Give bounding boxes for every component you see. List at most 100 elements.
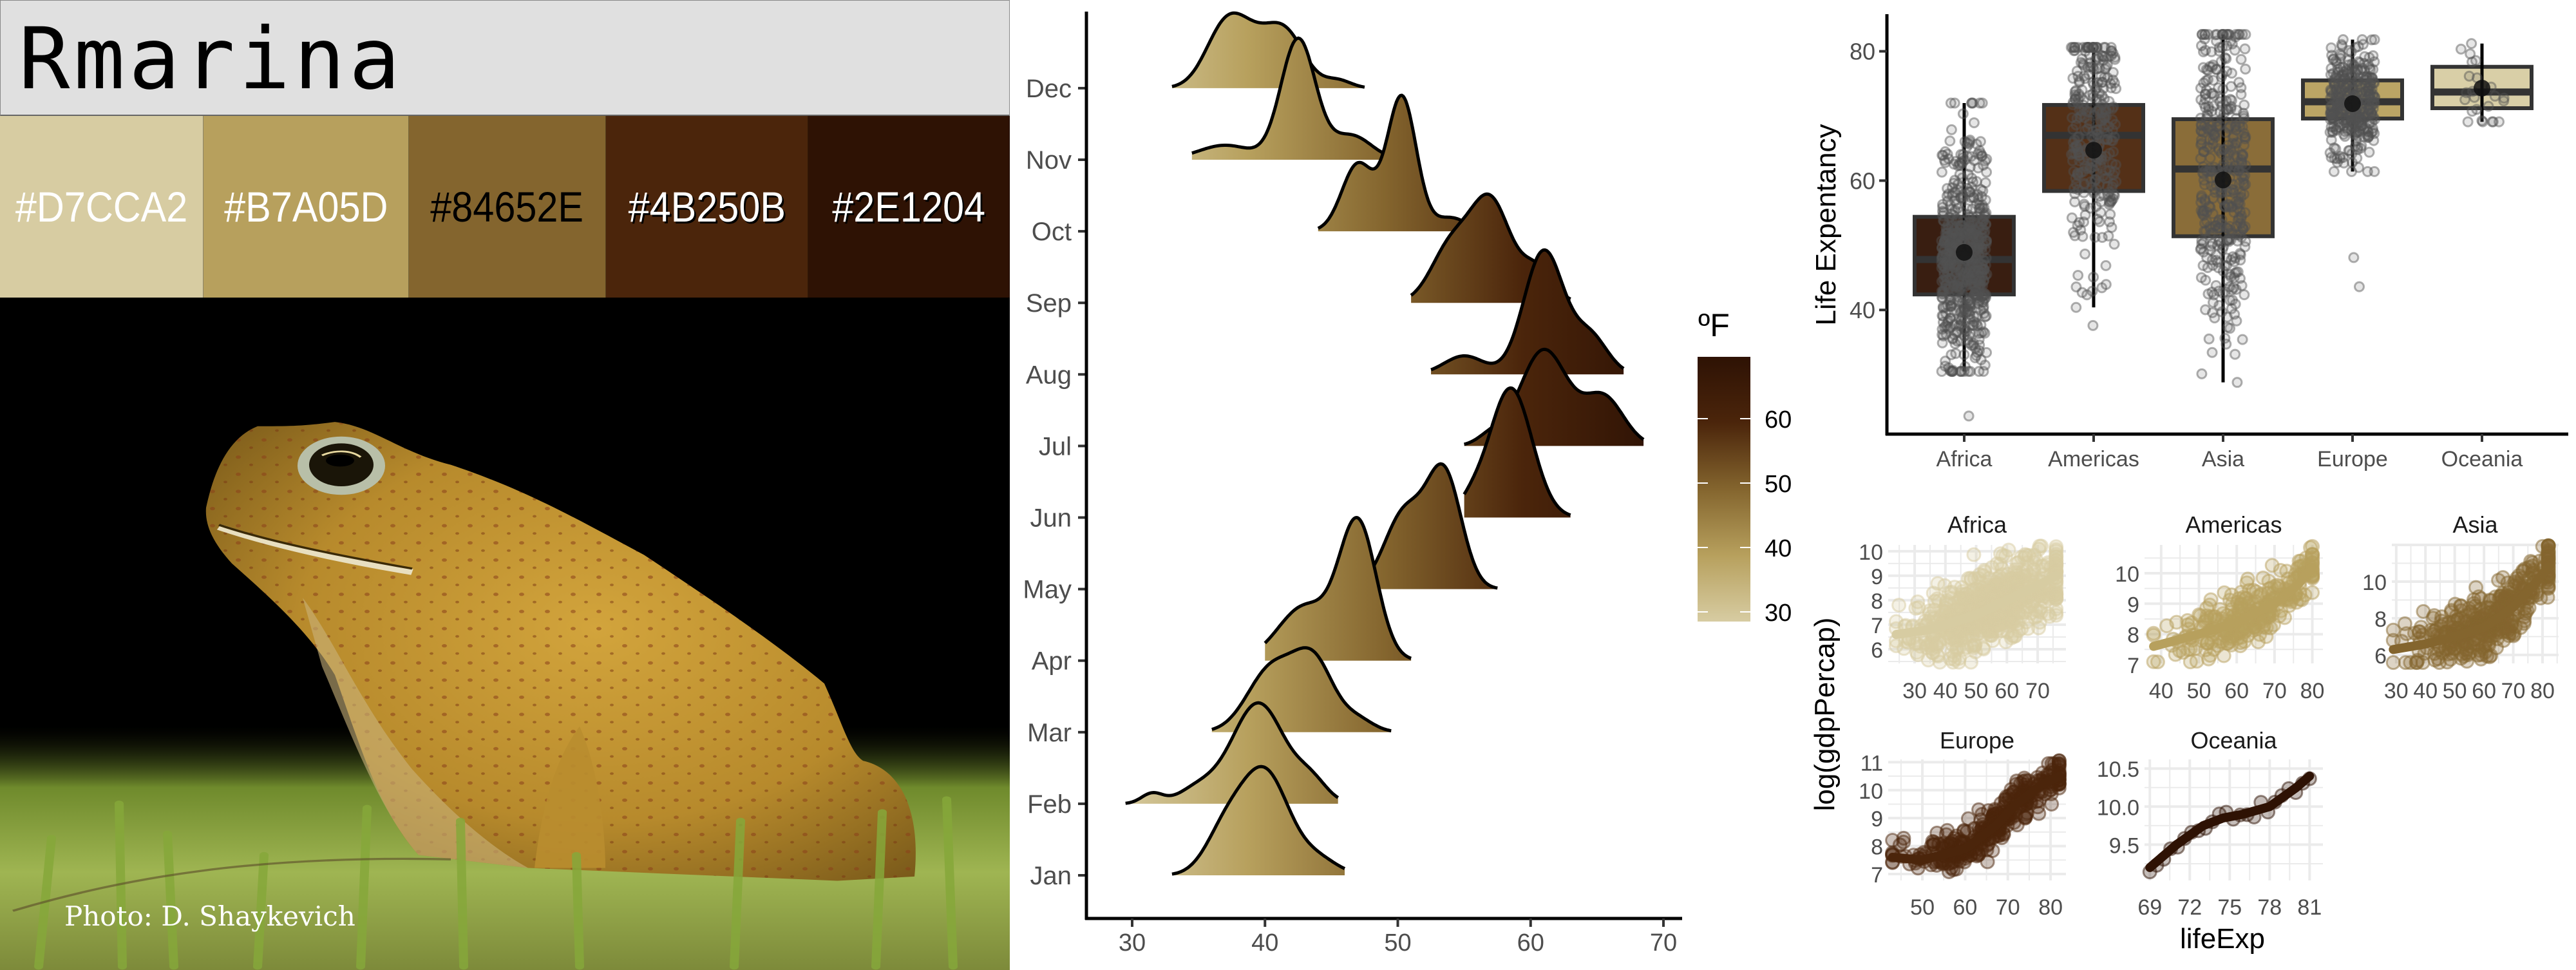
jitter-point bbox=[1966, 259, 1978, 271]
jitter-point bbox=[1968, 310, 1980, 322]
jitter-point bbox=[1964, 262, 1976, 273]
jitter-point bbox=[1948, 158, 1960, 170]
jitter-point bbox=[2231, 377, 2243, 388]
jitter-point bbox=[2200, 274, 2211, 286]
jitter-point bbox=[2216, 306, 2228, 318]
jitter-point bbox=[1973, 328, 1985, 339]
jitter-point bbox=[1953, 314, 1965, 325]
jitter-point bbox=[2233, 212, 2245, 223]
legend-tick-label: 50 bbox=[1765, 471, 1792, 498]
jitter-point bbox=[1959, 136, 1971, 147]
jitter-point bbox=[2465, 48, 2476, 60]
jitter-point bbox=[2353, 115, 2364, 127]
jitter-point bbox=[1971, 211, 1983, 222]
scatter-point bbox=[2416, 604, 2431, 619]
jitter-point bbox=[1952, 202, 1964, 214]
jitter-point bbox=[1980, 290, 1992, 301]
jitter-point bbox=[2202, 74, 2214, 86]
jitter-point bbox=[1937, 323, 1948, 335]
jitter-point bbox=[1945, 97, 1956, 109]
jitter-point bbox=[1945, 258, 1956, 269]
ridge-dec bbox=[1171, 13, 1365, 88]
jitter-point bbox=[1962, 182, 1973, 194]
jitter-point bbox=[1973, 243, 1984, 254]
y-tick-label: 8 bbox=[1871, 835, 1883, 860]
jitter-point bbox=[2110, 119, 2121, 130]
jitter-point bbox=[2477, 116, 2488, 128]
jitter-point bbox=[1946, 242, 1957, 253]
y-tick-label: 8 bbox=[2374, 607, 2387, 632]
jitter-point bbox=[1947, 280, 1959, 292]
jitter-point bbox=[1957, 189, 1969, 200]
jitter-point bbox=[1973, 231, 1984, 243]
jitter-point bbox=[1941, 224, 1953, 236]
jitter-point bbox=[2108, 146, 2119, 158]
jitter-point bbox=[1970, 252, 1982, 264]
jitter-point bbox=[1950, 238, 1962, 249]
jitter-point bbox=[1938, 321, 1950, 333]
outlier-point bbox=[2353, 281, 2365, 292]
jitter-point bbox=[2094, 179, 2105, 191]
jitter-point bbox=[2356, 140, 2367, 151]
mean-point bbox=[2085, 142, 2102, 159]
jitter-point bbox=[1959, 323, 1971, 335]
jitter-point bbox=[1959, 154, 1971, 166]
y-tick-label: Sep bbox=[1026, 289, 1072, 318]
jitter-point bbox=[1981, 347, 1993, 358]
jitter-point bbox=[1946, 349, 1957, 361]
jitter-point bbox=[1955, 193, 1967, 204]
jitter-point bbox=[2206, 46, 2217, 57]
jitter-point bbox=[1955, 149, 1967, 160]
jitter-point bbox=[1947, 279, 1959, 290]
jitter-point bbox=[2070, 281, 2082, 292]
facet-panel-americas bbox=[2145, 538, 2323, 670]
jitter-point bbox=[2230, 283, 2242, 295]
jitter-point bbox=[2328, 166, 2340, 177]
jitter-point bbox=[1941, 266, 1953, 278]
swatch-label: #2E1204 bbox=[832, 183, 985, 231]
x-tick-label: 50 bbox=[1910, 895, 1935, 920]
scatter-point bbox=[2040, 555, 2056, 571]
jitter-point bbox=[1937, 316, 1949, 328]
y-axis-title: log(gdpPercap) bbox=[1809, 618, 1841, 812]
jitter-point bbox=[1960, 267, 1972, 278]
y-tick-label: Nov bbox=[1026, 146, 1072, 175]
jitter-point bbox=[1959, 227, 1971, 238]
jitter-point bbox=[1956, 220, 1967, 231]
jitter-point bbox=[2105, 50, 2117, 62]
x-tick-label: 70 bbox=[2501, 679, 2526, 703]
jitter-point bbox=[1949, 271, 1960, 283]
jitter-point bbox=[1955, 182, 1967, 193]
jitter-point bbox=[1938, 155, 1950, 166]
jitter-point bbox=[2230, 113, 2242, 124]
jitter-point bbox=[1968, 270, 1980, 281]
jitter-point bbox=[2498, 92, 2510, 104]
jitter-point bbox=[1973, 277, 1984, 289]
jitter-point bbox=[1943, 188, 1955, 200]
jitter-point bbox=[1955, 192, 1967, 204]
jitter-point bbox=[1967, 298, 1978, 310]
jitter-point bbox=[1977, 185, 1989, 196]
ridge-oct bbox=[1318, 95, 1478, 232]
jitter-point bbox=[1937, 292, 1948, 304]
jitter-point bbox=[2087, 42, 2099, 53]
x-tick-label: 30 bbox=[2384, 679, 2409, 703]
jitter-point bbox=[1961, 325, 1973, 337]
jitter-point bbox=[1962, 232, 1973, 243]
x-tick-label: 60 bbox=[2224, 679, 2249, 703]
jitter-point bbox=[1945, 238, 1956, 249]
jitter-point bbox=[1936, 257, 1947, 269]
scatter-point bbox=[2267, 578, 2282, 594]
scatter-point bbox=[2169, 614, 2184, 630]
jitter-point bbox=[1955, 315, 1967, 327]
x-tick-label: 80 bbox=[2038, 895, 2063, 920]
y-tick-label: Aug bbox=[1026, 361, 1072, 389]
jitter-point bbox=[1939, 236, 1951, 247]
jitter-point bbox=[2079, 73, 2091, 84]
jitter-point bbox=[1949, 187, 1961, 198]
jitter-point bbox=[1940, 301, 1951, 313]
jitter-point bbox=[1955, 335, 1966, 347]
jitter-point bbox=[1980, 218, 1992, 230]
jitter-point bbox=[1964, 222, 1975, 234]
